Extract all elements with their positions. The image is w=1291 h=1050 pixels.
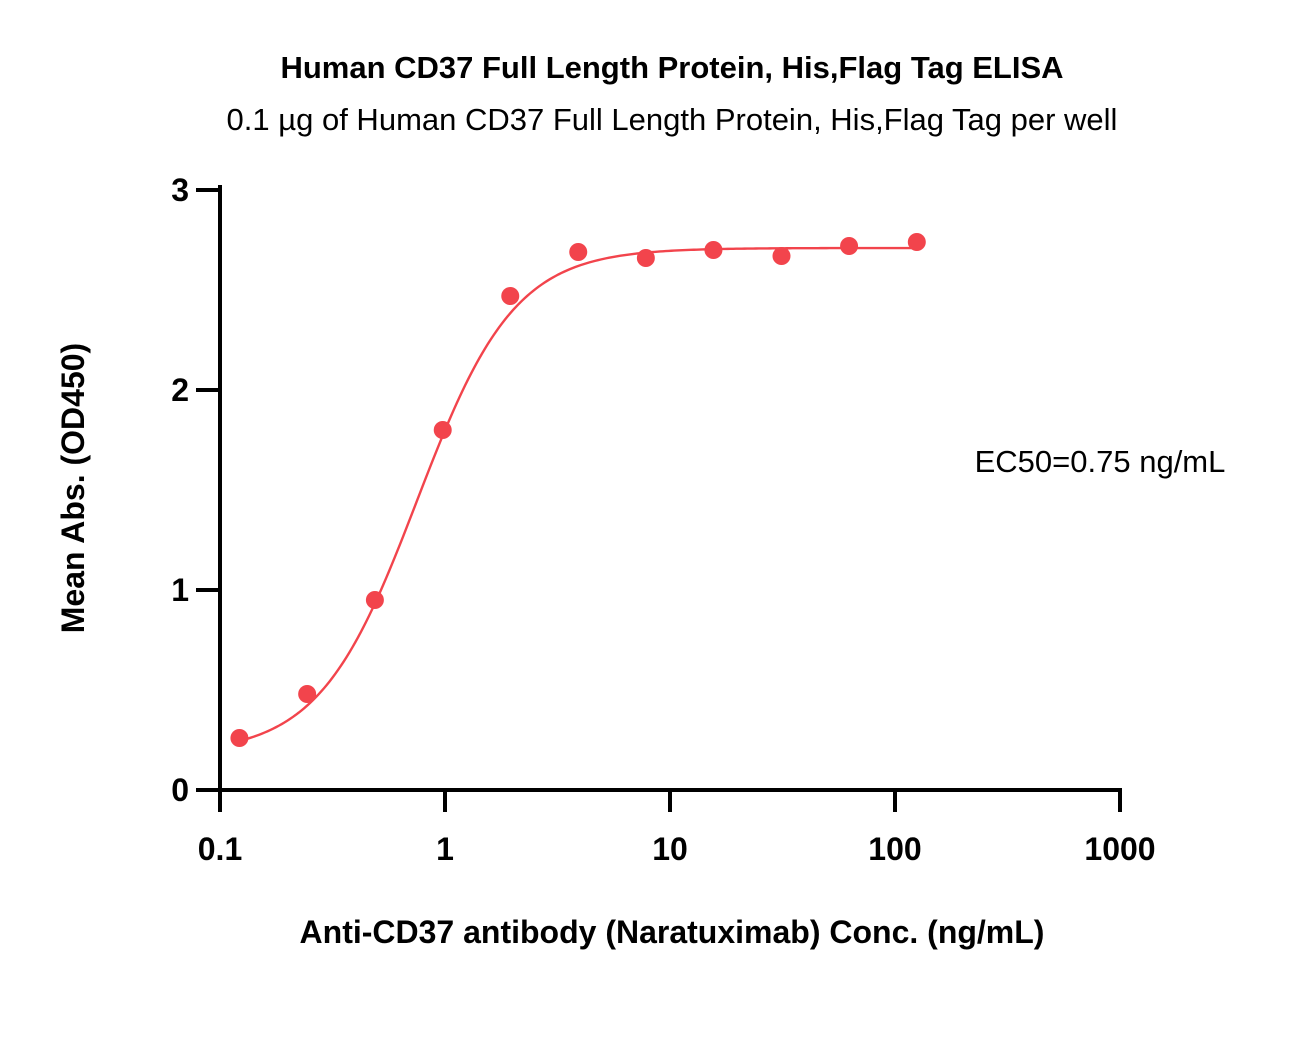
y-axis-label: Mean Abs. (OD450) bbox=[55, 343, 91, 633]
chart-title: Human CD37 Full Length Protein, His,Flag… bbox=[280, 50, 1063, 85]
chart-subtitle: 0.1 µg of Human CD37 Full Length Protein… bbox=[227, 102, 1118, 137]
data-point bbox=[772, 247, 791, 265]
ticks: 0.1 1 10 100 1000 0 1 2 3 bbox=[171, 172, 1155, 867]
y-tick-label: 2 bbox=[171, 372, 189, 408]
x-tick-label: 0.1 bbox=[198, 831, 242, 867]
ec50-annotation: EC50=0.75 ng/mL bbox=[975, 444, 1226, 479]
x-axis-label: Anti-CD37 antibody (Naratuximab) Conc. (… bbox=[300, 914, 1045, 950]
y-tick-label: 3 bbox=[171, 172, 189, 208]
data-points bbox=[230, 233, 926, 747]
data-point bbox=[365, 591, 384, 609]
x-tick-label: 100 bbox=[868, 831, 921, 867]
x-tick-label: 1000 bbox=[1084, 831, 1155, 867]
y-tick-label: 0 bbox=[171, 772, 189, 808]
data-point bbox=[433, 421, 452, 439]
axes bbox=[218, 185, 1122, 792]
data-point bbox=[907, 233, 926, 251]
fit-curve bbox=[239, 246, 917, 743]
x-tick-label: 10 bbox=[652, 831, 688, 867]
data-point bbox=[230, 729, 249, 747]
y-tick-label: 1 bbox=[171, 572, 189, 608]
data-point bbox=[840, 237, 859, 255]
data-point bbox=[501, 287, 520, 305]
data-point bbox=[636, 249, 655, 267]
data-point bbox=[569, 243, 588, 261]
data-point bbox=[704, 241, 723, 259]
x-tick-label: 1 bbox=[436, 831, 454, 867]
data-point bbox=[298, 685, 317, 703]
